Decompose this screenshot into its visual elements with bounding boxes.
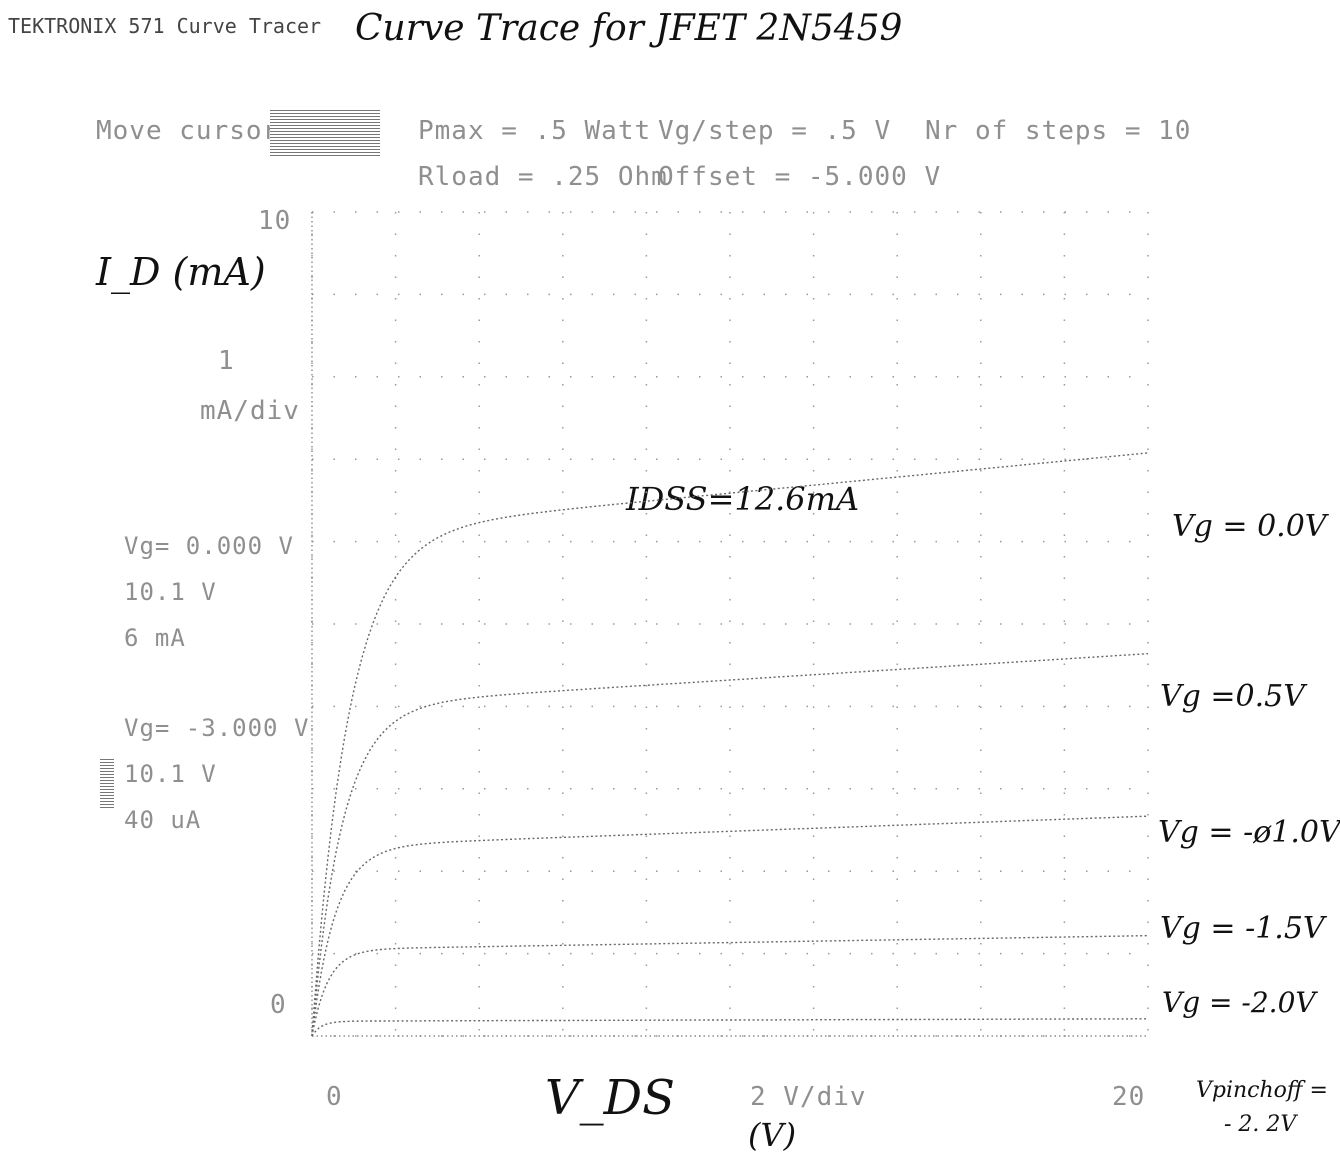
pinchoff-annotation-line1: Vpinchoff = — [1196, 1078, 1328, 1103]
curve-trace — [311, 934, 1149, 1036]
vg-step-setting: Vg/step = .5 V — [658, 116, 892, 146]
curve-label: Vg = -2.0V — [1162, 986, 1318, 1019]
steps-setting: Nr of steps = 10 — [925, 116, 1192, 146]
menu-label[interactable]: Move cursors — [96, 116, 296, 146]
cursor1-i: 6 mA — [124, 624, 186, 652]
cursor2-v: 10.1 V — [124, 760, 217, 788]
pinchoff-annotation-line2: - 2. 2V — [1224, 1112, 1297, 1137]
curve-label: Vg = -ø1.0V — [1158, 815, 1340, 850]
handwritten-title: Curve Trace for JFET 2N5459 — [355, 8, 903, 49]
rload-setting: Rload = .25 Ohm — [418, 162, 668, 192]
curve-label: Vg = -1.5V — [1160, 911, 1328, 946]
curve-label-group: Vg = 0.0V Vg =0.5V Vg = -ø1.0V Vg = -1.5V Vg… — [1158, 509, 1340, 1019]
menu-hatch — [270, 110, 380, 156]
pmax-setting: Pmax = .5 Watt — [418, 116, 652, 146]
x-scale-label: 2 V/div — [750, 1082, 867, 1112]
curve-trace — [311, 452, 1149, 1036]
cursor2-vg: Vg= -3.000 V — [124, 714, 310, 742]
cursor2-hatch — [100, 758, 114, 808]
cursor1-v: 10.1 V — [124, 578, 217, 606]
y-axis-handwritten-label: I_D (mA) — [96, 250, 266, 294]
plot-grid — [311, 211, 1149, 1037]
y-scale-value: 1 — [218, 346, 235, 376]
curve-trace — [311, 815, 1149, 1036]
cursor1-vg: Vg= 0.000 V — [124, 532, 294, 560]
y-top-label: 10 — [258, 206, 292, 236]
curve-trace — [311, 1018, 1148, 1037]
y-scale-unit: mA/div — [200, 396, 300, 426]
x-right-label: 20 — [1112, 1082, 1146, 1112]
offset-setting: Offset = -5.000 V — [658, 162, 942, 192]
y-bottom-label: 0 — [270, 990, 287, 1020]
idss-annotation: IDSS=12.6mA — [626, 480, 860, 518]
curve-group — [311, 452, 1149, 1037]
x-axis-handwritten-label: V_DS — [545, 1070, 676, 1126]
x-axis-handwritten-unit: (V) — [748, 1116, 797, 1154]
x-left-label: 0 — [326, 1082, 343, 1112]
curve-label: Vg = 0.0V — [1172, 509, 1330, 544]
instrument-title: TEKTRONIX 571 Curve Tracer — [8, 14, 322, 38]
curve-label: Vg =0.5V — [1160, 679, 1308, 714]
cursor2-i: 40 uA — [124, 806, 202, 834]
curve-trace — [311, 653, 1149, 1036]
